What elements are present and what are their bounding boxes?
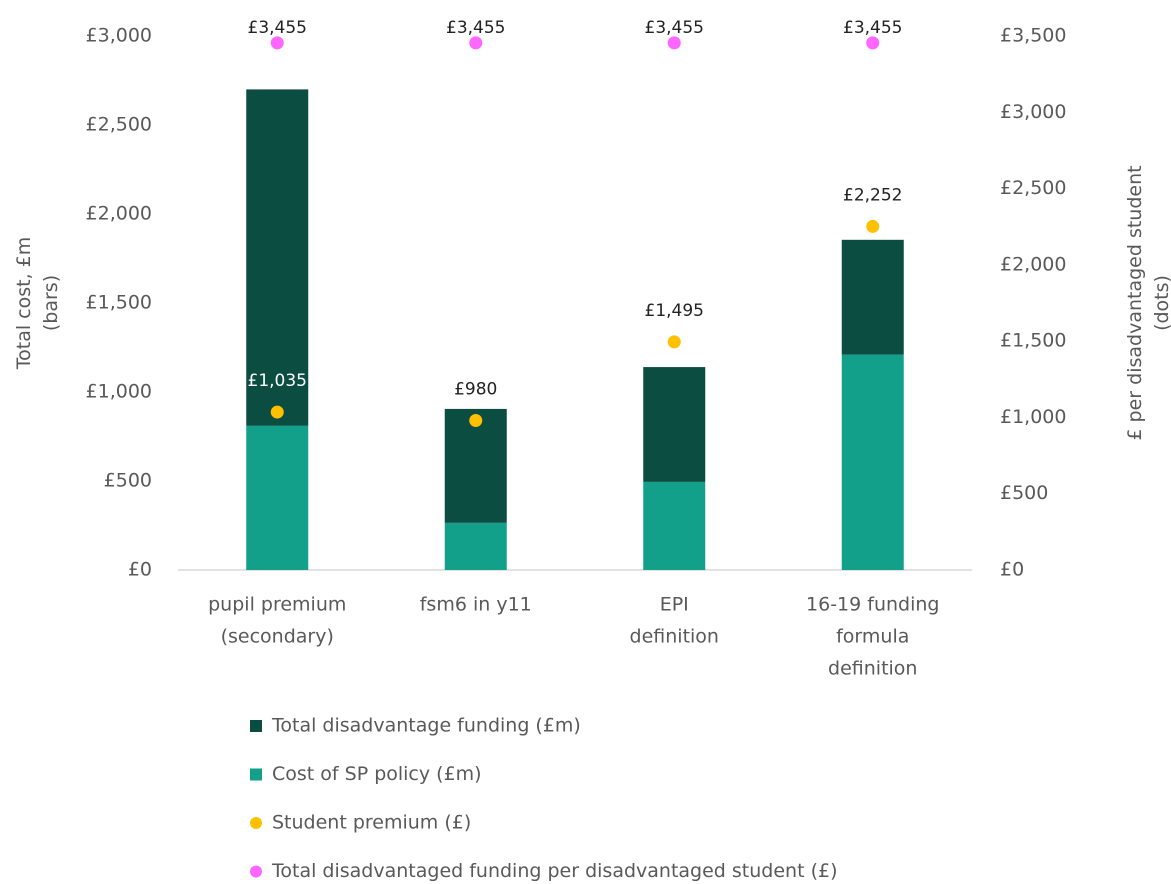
data-label: £1,035: [248, 371, 307, 391]
y-tick-label: £3,000: [86, 25, 152, 47]
y2-tick-label: £500: [1000, 482, 1048, 504]
data-label: £980: [454, 379, 497, 399]
y2-tick-label: £0: [1000, 559, 1024, 581]
y-tick-label: £2,500: [86, 114, 152, 136]
data-label: £3,455: [843, 18, 902, 38]
legend-label: Total disadvantage funding (£m): [271, 715, 581, 737]
dot: [667, 36, 681, 50]
dot: [866, 219, 880, 233]
y-tick-label: £500: [104, 470, 152, 492]
legend-label: Cost of SP policy (£m): [272, 763, 482, 785]
y-tick-label: £1,500: [86, 292, 152, 314]
x-tick-label: formula: [836, 626, 909, 648]
bar-segment: [643, 367, 706, 482]
legend-marker: [250, 865, 262, 878]
y-tick-label: £1,000: [86, 381, 152, 403]
y2-axis-title-line: (dots): [1151, 275, 1171, 331]
data-label: £1,495: [645, 301, 704, 321]
y2-tick-label: £3,000: [1000, 101, 1066, 123]
bar-segment: [643, 481, 706, 570]
dot: [667, 335, 681, 349]
bar-segment: [841, 354, 904, 570]
x-tick-label: pupil premium: [208, 594, 346, 616]
y2-axis-title-line: £ per disadvantaged student: [1124, 165, 1146, 440]
legend-label: Student premium (£): [272, 812, 471, 834]
y-tick-label: £0: [128, 559, 152, 581]
y2-tick-label: £1,500: [1000, 330, 1066, 352]
y2-tick-label: £2,500: [1000, 177, 1066, 199]
y2-axis-title: £ per disadvantaged student (dots): [1124, 165, 1171, 440]
bar-segment: [246, 425, 309, 570]
y2-tick-label: £1,000: [1000, 406, 1066, 428]
data-label: £2,252: [843, 185, 902, 205]
bar-segment: [444, 408, 507, 523]
x-tick-label: 16-19 funding: [806, 594, 939, 616]
x-tick-label: fsm6 in y11: [420, 594, 532, 616]
dot: [469, 36, 483, 50]
legend-marker: [250, 768, 262, 781]
x-tick-label: definition: [828, 658, 917, 680]
x-tick-label: EPI: [660, 594, 689, 616]
bar-segment: [246, 89, 309, 426]
y-axis-title: Total cost, £m (bars): [13, 237, 62, 371]
legend-label: Total disadvantaged funding per disadvan…: [271, 860, 837, 882]
legend-marker: [250, 817, 262, 829]
bar-segment: [841, 239, 904, 355]
legend-marker: [250, 720, 262, 732]
y2-tick-label: £2,000: [1000, 253, 1066, 275]
y-axis-title-line: (bars): [40, 275, 62, 331]
dot: [270, 36, 284, 50]
y-tick-label: £2,000: [86, 203, 152, 225]
dot: [866, 36, 880, 50]
data-label: £3,455: [645, 18, 704, 38]
y-axis-title-line: Total cost, £m: [13, 237, 35, 371]
data-label: £3,455: [248, 18, 307, 38]
y2-tick-label: £3,500: [1000, 25, 1066, 47]
x-tick-label: definition: [630, 626, 719, 648]
x-tick-label: (secondary): [221, 626, 334, 648]
data-label: £3,455: [446, 18, 505, 38]
dot: [270, 405, 284, 419]
bar-segment: [444, 522, 507, 570]
dot: [469, 413, 483, 427]
